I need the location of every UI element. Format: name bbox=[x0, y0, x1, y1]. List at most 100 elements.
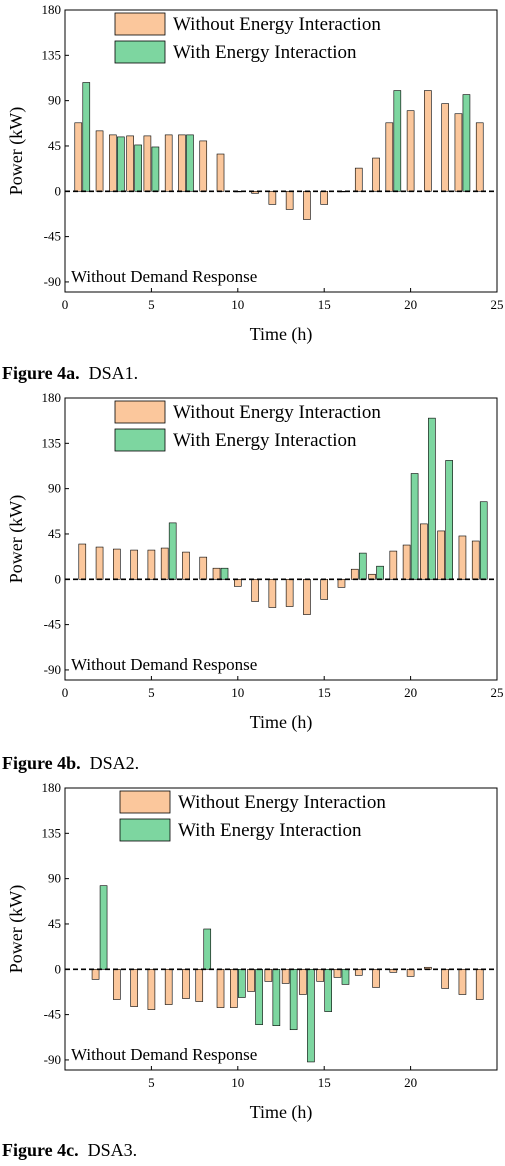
bar-without-16 bbox=[333, 968, 342, 978]
y-tick-label: -45 bbox=[44, 229, 61, 244]
bar-without-11 bbox=[251, 578, 259, 602]
bar-with-17 bbox=[358, 552, 367, 580]
x-tick-label: 25 bbox=[491, 297, 504, 312]
x-axis-label: Time (h) bbox=[250, 712, 313, 733]
caption-4b-label: Figure 4b. bbox=[2, 753, 81, 773]
bar-with-5 bbox=[151, 146, 160, 192]
bar-with-14 bbox=[307, 968, 315, 1063]
bar-without-12 bbox=[268, 578, 277, 608]
bar-with-15 bbox=[324, 968, 333, 1012]
bar-without-24 bbox=[475, 968, 484, 1000]
bar-without-15 bbox=[316, 968, 325, 982]
bar-without-20 bbox=[406, 110, 415, 192]
x-tick-label: 0 bbox=[62, 685, 69, 700]
bar-with-11 bbox=[255, 968, 263, 1025]
x-tick-label: 15 bbox=[318, 297, 331, 312]
y-tick-label: -45 bbox=[44, 1007, 61, 1022]
bar-without-9 bbox=[216, 153, 225, 192]
bar-without-6 bbox=[164, 968, 173, 1005]
y-tick-label: -90 bbox=[44, 274, 61, 289]
bar-without-3 bbox=[113, 548, 121, 580]
x-axis-label: Time (h) bbox=[250, 1102, 313, 1123]
bar-without-12 bbox=[268, 190, 277, 205]
bar-with-23 bbox=[462, 94, 471, 192]
bar-without-8 bbox=[195, 968, 204, 1002]
bar-without-21 bbox=[420, 523, 428, 580]
chart-panel-2: -90 -45 0 45 90 135 180 0 5 10 15 20 25 Time (h) Power… bbox=[6, 390, 504, 733]
bar-without-5 bbox=[147, 968, 156, 1010]
y-tick-label: 90 bbox=[48, 871, 61, 886]
bar-without-3 bbox=[113, 968, 121, 1000]
bar-without-7 bbox=[182, 551, 190, 580]
annotation-text: Without Demand Response bbox=[71, 267, 257, 286]
bar-without-20 bbox=[406, 968, 415, 977]
bar-with-18 bbox=[376, 565, 384, 580]
y-tick-label: -90 bbox=[44, 662, 61, 677]
bar-without-16 bbox=[337, 578, 346, 588]
bar-without-22 bbox=[437, 530, 445, 580]
bar-without-14 bbox=[299, 968, 307, 995]
bar-without-18 bbox=[372, 157, 380, 192]
bar-without-13 bbox=[285, 190, 294, 210]
x-tick-label: 15 bbox=[318, 685, 331, 700]
bar-with-4 bbox=[134, 144, 142, 192]
bar-without-23 bbox=[458, 535, 467, 580]
bar-without-15 bbox=[320, 578, 329, 600]
bar-without-15 bbox=[320, 190, 329, 205]
bar-without-4 bbox=[126, 135, 134, 192]
bar-without-13 bbox=[285, 578, 294, 607]
x-tick-label: 25 bbox=[491, 685, 504, 700]
bar-with-2 bbox=[99, 885, 108, 970]
plot-frame bbox=[64, 397, 498, 681]
y-tick-label: 45 bbox=[48, 526, 61, 541]
y-axis-label: Power (kW) bbox=[6, 495, 27, 583]
legend-swatch-1 bbox=[114, 12, 166, 36]
bar-without-23 bbox=[458, 968, 467, 995]
bar-with-21 bbox=[428, 417, 436, 580]
bar-without-3 bbox=[109, 134, 117, 192]
y-tick-label: -90 bbox=[44, 1052, 61, 1067]
x-tick-label: 15 bbox=[318, 1075, 331, 1090]
legend-swatch-1 bbox=[114, 400, 166, 424]
legend-swatch-2 bbox=[119, 818, 171, 842]
bar-without-10 bbox=[230, 968, 238, 1008]
x-tick-label: 5 bbox=[148, 685, 155, 700]
chart-panel-1: -90 -45 0 45 90 135 180 0 5 10 15 20 25 Time (h) Power… bbox=[6, 2, 504, 345]
legend-label-2: With Energy Interaction bbox=[173, 42, 357, 63]
bar-with-19 bbox=[393, 90, 402, 192]
bar-without-17 bbox=[354, 167, 363, 192]
bar-without-7 bbox=[178, 134, 186, 192]
x-tick-label: 10 bbox=[231, 685, 244, 700]
bar-without-21 bbox=[424, 90, 432, 192]
bar-without-10 bbox=[234, 578, 242, 587]
bar-without-24 bbox=[471, 540, 480, 580]
bar-with-6 bbox=[168, 522, 177, 580]
y-tick-label: 0 bbox=[55, 183, 62, 198]
caption-4c: Figure 4c. DSA3. bbox=[2, 1140, 137, 1161]
bar-without-14 bbox=[303, 190, 311, 220]
legend-swatch-2 bbox=[114, 428, 166, 452]
y-tick-label: 0 bbox=[55, 571, 62, 586]
caption-4b: Figure 4b. DSA2. bbox=[2, 753, 139, 774]
plot-frame bbox=[64, 9, 498, 293]
x-tick-label: 5 bbox=[148, 1075, 155, 1090]
bar-without-20 bbox=[402, 544, 411, 580]
bar-without-22 bbox=[441, 103, 449, 192]
bar-without-22 bbox=[441, 968, 449, 989]
bar-with-20 bbox=[410, 473, 419, 580]
y-tick-label: 135 bbox=[42, 825, 62, 840]
bar-without-14 bbox=[303, 578, 311, 615]
bar-without-8 bbox=[199, 140, 208, 192]
bar-without-8 bbox=[199, 556, 208, 580]
plot-frame bbox=[64, 787, 498, 1071]
legend-swatch-1 bbox=[119, 790, 171, 814]
legend-label-2: With Energy Interaction bbox=[178, 820, 362, 841]
legend-label-2: With Energy Interaction bbox=[173, 430, 357, 451]
bar-with-9 bbox=[220, 567, 229, 580]
bar-without-9 bbox=[216, 968, 225, 1008]
bar-without-11 bbox=[247, 968, 255, 992]
annotation-text: Without Demand Response bbox=[71, 1045, 257, 1064]
y-tick-label: 0 bbox=[55, 961, 62, 976]
bar-without-19 bbox=[385, 122, 394, 192]
y-axis-label: Power (kW) bbox=[6, 885, 27, 973]
